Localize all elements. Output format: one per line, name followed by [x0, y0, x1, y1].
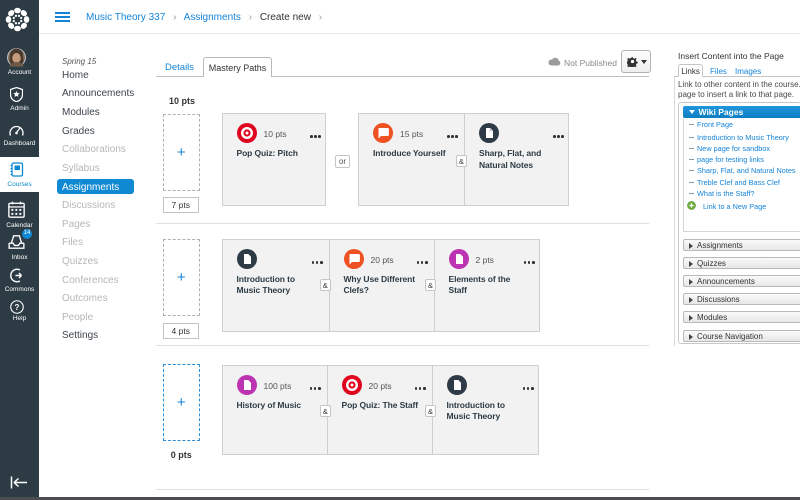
svg-text:?: ?	[14, 303, 19, 312]
